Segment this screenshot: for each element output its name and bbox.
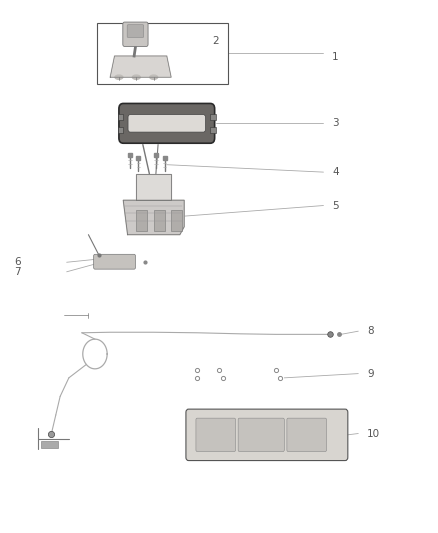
FancyBboxPatch shape bbox=[128, 115, 205, 132]
Text: 5: 5 bbox=[332, 200, 339, 211]
FancyBboxPatch shape bbox=[127, 25, 144, 37]
Text: 9: 9 bbox=[367, 369, 374, 378]
Bar bbox=[154, 210, 165, 231]
Bar bbox=[136, 210, 147, 231]
Text: 2: 2 bbox=[212, 36, 219, 46]
Bar bbox=[41, 441, 58, 448]
FancyBboxPatch shape bbox=[238, 418, 284, 451]
Bar bbox=[210, 114, 215, 120]
FancyBboxPatch shape bbox=[123, 22, 148, 46]
FancyBboxPatch shape bbox=[119, 103, 215, 143]
Text: 1: 1 bbox=[332, 52, 339, 62]
FancyBboxPatch shape bbox=[94, 254, 135, 269]
FancyBboxPatch shape bbox=[287, 418, 326, 451]
FancyBboxPatch shape bbox=[196, 418, 236, 451]
Text: 7: 7 bbox=[14, 267, 21, 277]
Text: 6: 6 bbox=[14, 257, 21, 267]
Polygon shape bbox=[136, 174, 171, 200]
Polygon shape bbox=[123, 200, 184, 235]
Ellipse shape bbox=[150, 75, 158, 79]
Text: 3: 3 bbox=[332, 118, 339, 128]
Text: 10: 10 bbox=[367, 429, 380, 439]
Bar bbox=[97, 22, 228, 84]
Polygon shape bbox=[110, 56, 171, 77]
Text: 4: 4 bbox=[332, 167, 339, 177]
Bar bbox=[118, 114, 123, 120]
Bar bbox=[210, 126, 215, 133]
Ellipse shape bbox=[115, 75, 123, 79]
Ellipse shape bbox=[132, 75, 140, 79]
FancyBboxPatch shape bbox=[186, 409, 348, 461]
Text: 8: 8 bbox=[367, 326, 374, 336]
Bar bbox=[118, 126, 123, 133]
Bar bbox=[171, 210, 182, 231]
